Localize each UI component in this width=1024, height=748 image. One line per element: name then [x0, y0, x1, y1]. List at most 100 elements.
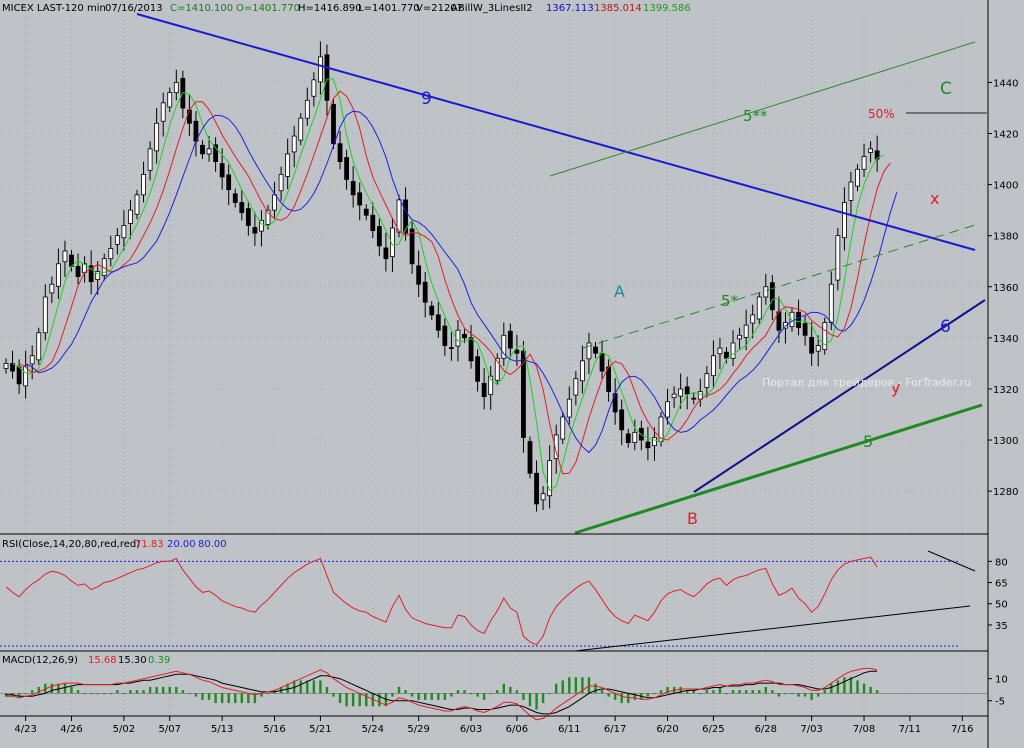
- candle-body: [304, 99, 310, 119]
- candle-body: [167, 92, 173, 108]
- macd-histogram-bar: [509, 686, 512, 694]
- moving-average-lines: [12, 78, 898, 492]
- trendline-5: [574, 403, 983, 535]
- macd-histogram-bar: [135, 690, 139, 694]
- macd-histogram-bar: [744, 690, 748, 694]
- macd-histogram-bar: [758, 690, 761, 694]
- candle-body: [632, 431, 638, 443]
- header-close: C=1410.100: [170, 3, 233, 14]
- candle-body: [363, 208, 369, 216]
- candle-body: [42, 296, 48, 334]
- date-tick-label: 6/17: [604, 724, 626, 735]
- watermark: Портал для трейдеров - ForTrader.ru: [762, 376, 971, 389]
- header-line-value-3: 1399.586: [643, 3, 691, 14]
- candle-body: [527, 441, 533, 474]
- macd-histogram-bar: [764, 686, 767, 694]
- candle-body: [23, 365, 29, 387]
- macd-histogram-bar: [306, 680, 309, 694]
- price-axis: 1280 1300 1320 1340 1360 1380 1400 1420 1440: [988, 78, 1018, 498]
- candle-body: [848, 181, 854, 201]
- macd-histogram-bar: [175, 686, 178, 694]
- macd-histogram-bar: [299, 680, 302, 694]
- candle-body: [298, 117, 304, 141]
- macd-histogram-bar: [587, 677, 591, 694]
- macd-histogram-bar: [437, 693, 440, 700]
- macd-histogram-bar: [515, 690, 519, 694]
- macd-histogram-bar: [162, 686, 165, 694]
- candle-body: [376, 226, 382, 247]
- header-indicator: ABillW_3LinesII2: [451, 3, 533, 14]
- candle-body: [403, 199, 408, 234]
- candle-body: [390, 227, 395, 258]
- macd-histogram-bar: [240, 693, 243, 704]
- candle-body: [383, 247, 389, 260]
- candle-body: [737, 334, 742, 340]
- date-tick-label: 7/16: [951, 724, 973, 735]
- macd-histogram-bar: [142, 690, 145, 694]
- label-9: 9: [421, 89, 432, 109]
- macd-histogram-bar: [849, 677, 853, 694]
- label-c: C: [940, 79, 952, 99]
- macd-histogram-bar: [332, 693, 335, 697]
- macd-histogram-bar: [358, 693, 361, 707]
- price-tick-label: 1280: [993, 487, 1018, 498]
- candle-body: [291, 135, 297, 153]
- candle-body: [10, 363, 15, 372]
- macd-histogram-bar: [109, 693, 112, 695]
- candle-body: [324, 54, 330, 101]
- candle-body: [252, 227, 258, 234]
- macd-histogram-bar: [489, 693, 492, 695]
- candle-body: [422, 281, 428, 303]
- candle-body: [239, 202, 245, 214]
- date-tick-label: 6/06: [506, 724, 528, 735]
- candle-body: [665, 401, 670, 418]
- macd-histogram-bar: [738, 690, 741, 694]
- macd-histogram-bar: [463, 690, 466, 694]
- candle-body: [317, 56, 323, 83]
- date-tick-label: 4/23: [14, 724, 36, 735]
- macd-histogram-bar: [784, 693, 787, 695]
- rsi-tick-label: 35: [995, 621, 1008, 632]
- macd-histogram-bar: [810, 693, 813, 700]
- macd-histogram-bar: [482, 693, 486, 700]
- trendline-6: [693, 299, 986, 493]
- macd-histogram-bar: [181, 690, 185, 694]
- macd-histogram-bar: [24, 693, 27, 695]
- macd-histogram-bar: [836, 680, 840, 694]
- candle-body: [868, 148, 873, 153]
- candle-body: [468, 337, 474, 362]
- macd-histogram-bar: [293, 680, 296, 694]
- macd-histogram-bar: [31, 690, 34, 694]
- candle-body: [861, 156, 867, 170]
- date-tick-label: 6/03: [460, 724, 482, 735]
- macd-histogram-bar: [456, 690, 460, 694]
- date-tick-label: 5/07: [159, 724, 181, 735]
- price-tick-label: 1380: [993, 232, 1018, 243]
- ma-line-medium: [18, 90, 891, 475]
- candle-body: [756, 296, 762, 320]
- macd-histogram-bar: [666, 686, 669, 694]
- candle-body: [29, 355, 35, 365]
- macd-histogram-bar: [207, 693, 211, 700]
- candle-body: [344, 157, 350, 180]
- macd-histogram-bar: [397, 686, 401, 694]
- candle-body: [671, 393, 677, 399]
- macd-histogram-bar: [502, 683, 505, 694]
- candle-body: [796, 311, 801, 329]
- label-50-percent: 50%: [868, 107, 895, 121]
- macd-histogram-bar: [351, 693, 355, 707]
- macd-histogram-bar: [76, 690, 80, 694]
- macd-histogram-bar: [653, 693, 656, 695]
- candle-body: [396, 199, 402, 233]
- macd-histogram-bar: [424, 693, 427, 700]
- price-tick-label: 1360: [993, 283, 1018, 294]
- candle-body: [448, 347, 454, 349]
- macd-histogram-bar: [705, 690, 709, 694]
- label-5-star: 5*: [721, 292, 739, 310]
- header-symbol: MICEX LAST-120 min: [2, 3, 106, 14]
- macd-tick-label: 10: [995, 675, 1008, 686]
- candle-body: [75, 265, 81, 277]
- candle-body: [802, 323, 808, 336]
- candle-body: [219, 163, 225, 178]
